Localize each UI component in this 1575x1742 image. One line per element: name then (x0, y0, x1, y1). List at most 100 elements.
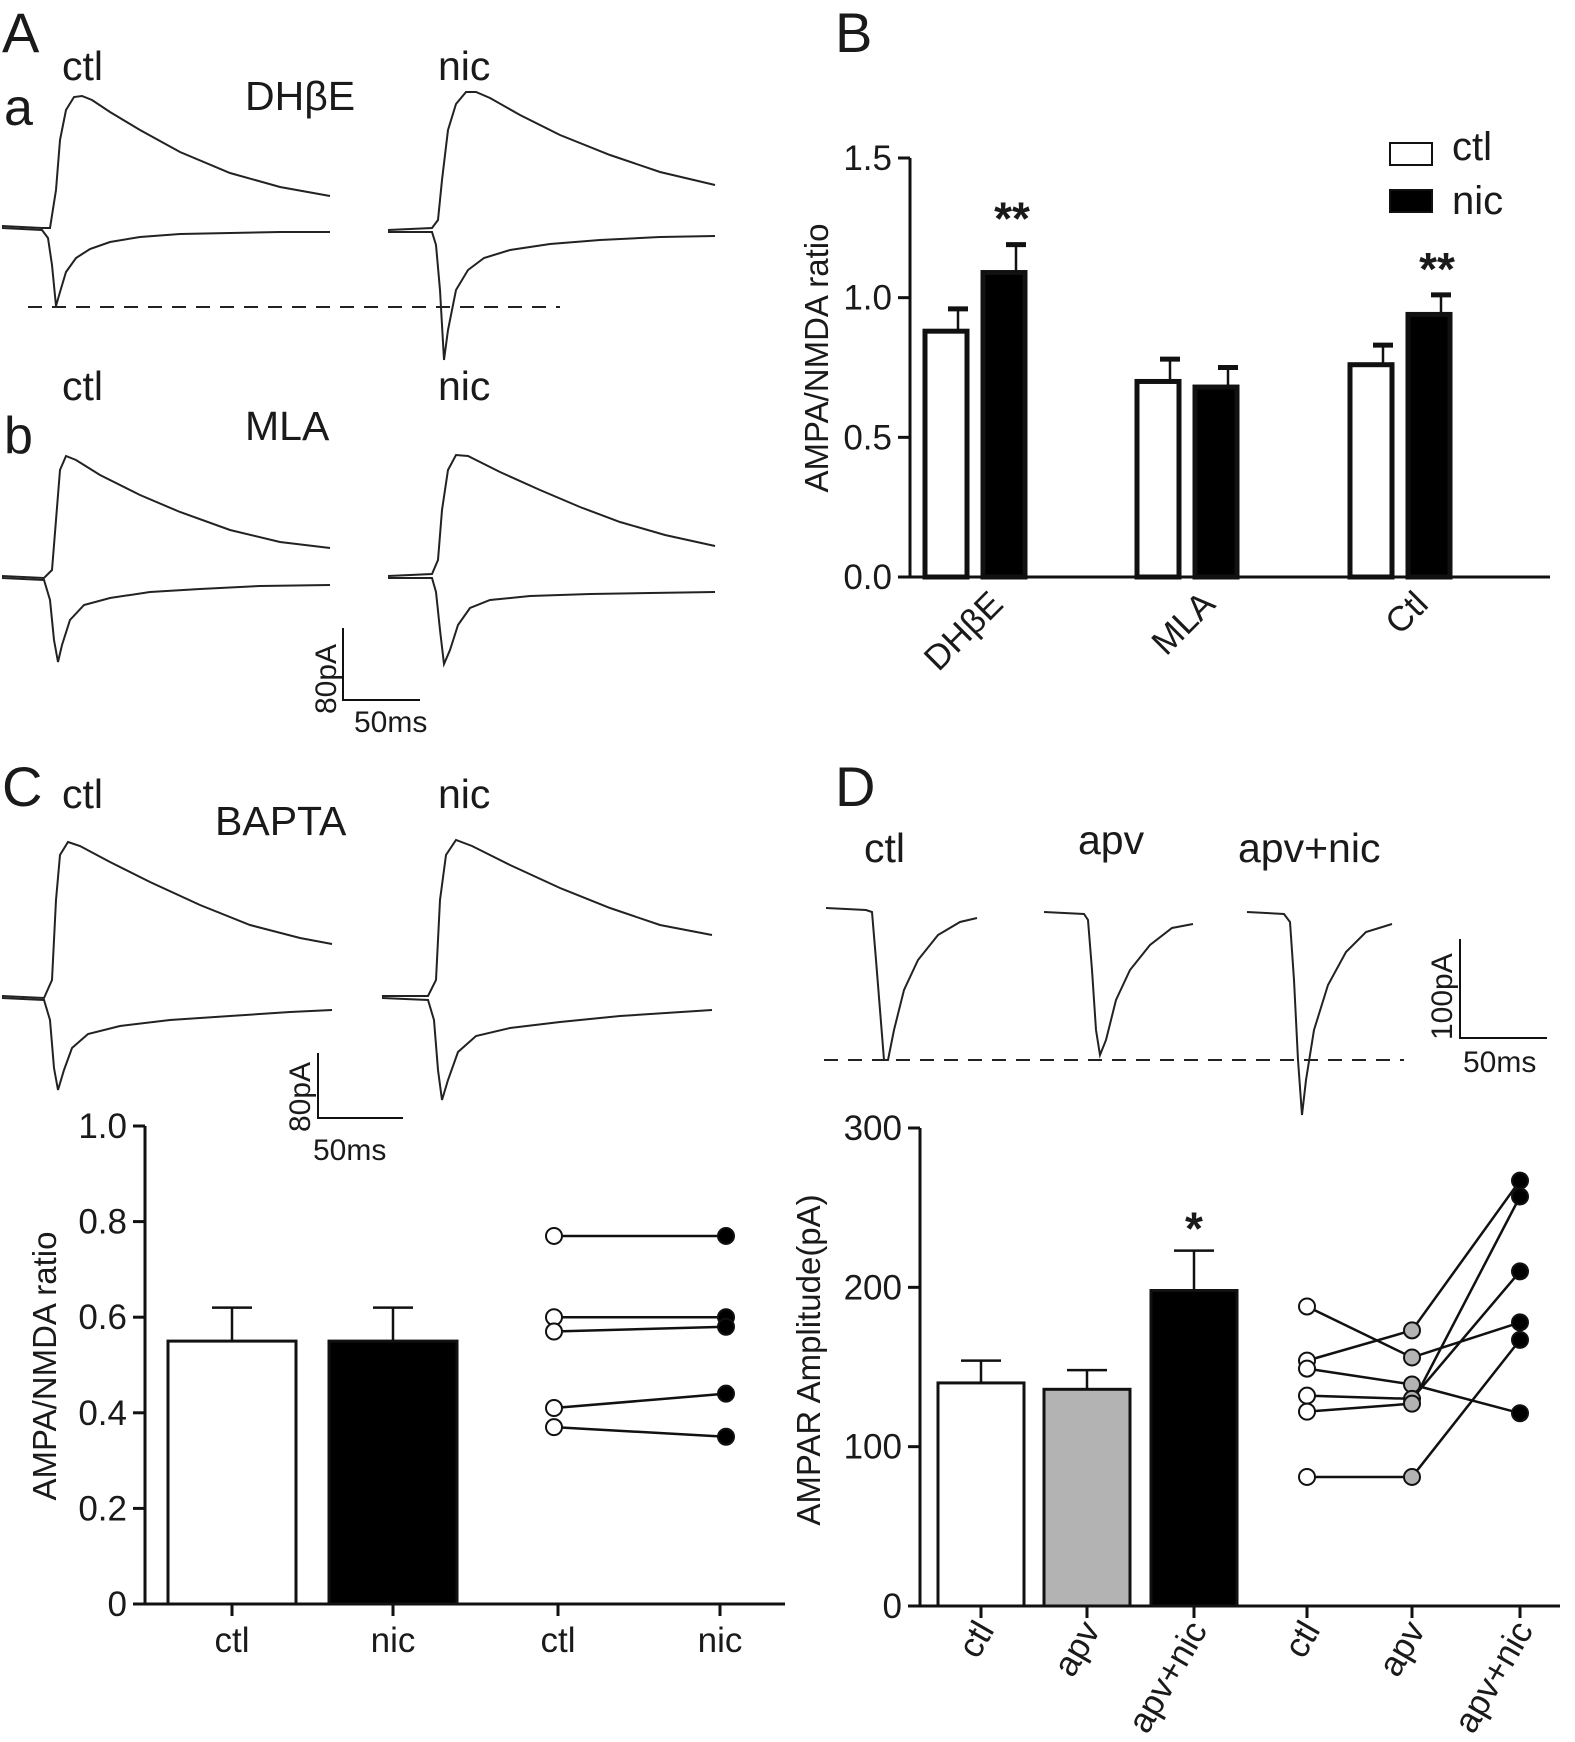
scale-bar-d-x-label: 50ms (1463, 1046, 1536, 1079)
d-paired-point-ctl (1298, 1297, 1316, 1316)
trace-label-b-ctl: ctl (62, 363, 103, 409)
d-y-ticks: 0 100 200 300 (844, 1109, 1560, 1626)
d-paired-point-apv (1403, 1467, 1421, 1486)
drug-label-mla: MLA (245, 403, 330, 449)
trace-c-ctl-ampa (1, 997, 333, 1091)
c-bar-ctl (166, 1339, 298, 1606)
trace-c-nic-nmda (382, 838, 713, 997)
c-x-tick-label: nic (698, 1621, 743, 1660)
trace-label-b-nic: nic (438, 363, 490, 409)
d-y-axis-title: AMPAR Amplitude(pA) (790, 1194, 827, 1525)
d-paired-point-apv-nic (1511, 1171, 1529, 1190)
d-paired-point-apv-nic (1511, 1330, 1529, 1349)
b-significance-marker: ** (1419, 243, 1455, 295)
drug-label-bapta: BAPTA (215, 798, 347, 844)
d-paired-point-apv-nic (1511, 1313, 1529, 1332)
d-y-tick-label: 0 (883, 1587, 902, 1626)
d-x-tick-label: apv+nic (1120, 1615, 1215, 1740)
d-x-tick-label: apv (1371, 1614, 1433, 1683)
d-paired-point-apv (1403, 1321, 1421, 1340)
trace-b-nic-ampa (388, 577, 716, 668)
d-paired-point-ctl (1298, 1386, 1316, 1405)
b-y-axis-title: AMPA/NMDA ratio (798, 224, 835, 493)
b-significance-marker: ** (994, 193, 1030, 245)
d-bar-ctl (936, 1381, 1026, 1608)
d-paired-point-apv-nic (1511, 1262, 1529, 1281)
trace-a-ctl-nmda (1, 94, 331, 229)
c-y-tick-label: 0.4 (78, 1394, 127, 1433)
b-x-tick-label: DHβE (917, 584, 1011, 678)
scale-bar-d: 100pA 50ms (1426, 939, 1547, 1079)
c-x-ticks: ctl nic ctl nic (215, 1604, 743, 1660)
c-paired-link (553, 1325, 727, 1333)
c-y-axis-title: AMPA/NMDA ratio (26, 1232, 63, 1501)
d-paired-point-apv-nic (1511, 1404, 1529, 1423)
drug-label-dhbe: DHβE (245, 73, 355, 119)
panel-b-chart: B AMPA/NMDA ratio 0.0 0.5 1.0 1.5 ** ** DHβE… (798, 1, 1550, 678)
trace-a-ctl-ampa (1, 227, 330, 307)
b-bar-nic (980, 270, 1028, 580)
b-bar-ctl (1347, 362, 1395, 580)
trace-label-c-ctl: ctl (62, 771, 103, 817)
panel-label-c: C (2, 755, 42, 818)
panel-label-a: A (2, 1, 40, 64)
trace-b-ctl-ampa (1, 577, 331, 663)
d-bar-apv+nic (1149, 1289, 1239, 1608)
c-paired-point-ctl (545, 1226, 563, 1245)
b-y-tick-label: 1.0 (843, 279, 892, 318)
b-bar-nic (1405, 311, 1453, 580)
trace-d-apv-nic (1246, 911, 1393, 1116)
c-x-tick-label: ctl (215, 1621, 250, 1660)
c-bars (166, 1306, 459, 1606)
b-x-tick-label: MLA (1144, 584, 1223, 663)
legend-label-nic: nic (1452, 179, 1503, 223)
scale-bar-a: 80pA 50ms (310, 628, 427, 739)
scale-bar-d-y-label: 100pA (1426, 953, 1459, 1040)
b-bar-nic (1192, 384, 1240, 580)
d-significance-marker: * (1185, 1203, 1203, 1255)
trace-c-nic-ampa (381, 997, 713, 1101)
c-paired-point-ctl (545, 1322, 563, 1341)
panel-c-traces: C ctl BAPTA nic 80pA 50ms (1, 755, 713, 1167)
trace-c-ctl-nmda (1, 840, 333, 1000)
d-paired-point-apv-nic (1511, 1187, 1529, 1206)
trace-label-c-nic: nic (438, 771, 490, 817)
d-paired-points (1298, 1171, 1529, 1486)
trace-label-a-nic: nic (438, 43, 490, 89)
trace-b-ctl-nmda (1, 454, 331, 580)
trace-a-nic-nmda (387, 91, 716, 231)
d-paired-point-apv (1403, 1348, 1421, 1367)
b-y-tick-label: 0.0 (843, 558, 892, 597)
d-y-tick-label: 300 (844, 1109, 902, 1148)
c-y-tick-label: 0.2 (78, 1489, 127, 1528)
c-paired-point-ctl (545, 1418, 563, 1437)
trace-b-nic-nmda (387, 453, 716, 577)
scale-bar-a-y-label: 80pA (310, 644, 343, 714)
legend-swatch-nic (1389, 189, 1433, 213)
panel-a: A a ctl DHβE nic b ctl MLA nic 80pA 50ms (1, 1, 716, 739)
scale-bar-c-x-label: 50ms (313, 1134, 386, 1167)
trace-d-apv (1043, 911, 1194, 1059)
panel-d-traces: D ctl apv apv+nic 100pA 50ms (824, 755, 1547, 1116)
subpanel-label-a: a (4, 79, 33, 137)
d-paired-point-ctl (1298, 1359, 1316, 1378)
trace-a-nic-ampa (388, 231, 716, 361)
subpanel-label-b: b (4, 407, 33, 465)
trace-label-d-apv: apv (1078, 817, 1145, 863)
b-bar-ctl (1134, 378, 1182, 580)
c-x-tick-label: ctl (541, 1621, 576, 1660)
scale-bar-c-y-label: 80pA (284, 1062, 317, 1132)
b-x-tick-label: Ctl (1378, 584, 1436, 642)
trace-label-a-ctl: ctl (62, 43, 103, 89)
trace-label-d-ctl: ctl (864, 825, 905, 871)
panel-label-d: D (835, 755, 875, 818)
d-bars: * (936, 1203, 1239, 1608)
b-bar-ctl (922, 328, 970, 580)
b-x-ticks: DHβE MLA Ctl (917, 584, 1436, 679)
d-x-ticks: ctl apv apv+nic ctl apv apv+nic (951, 1606, 1541, 1739)
b-legend: ctl nic (1389, 125, 1503, 223)
panel-c-chart: AMPA/NMDA ratio 00.20.40.60.81.0 ctl nic c… (26, 1107, 785, 1660)
panel-label-b: B (835, 1, 872, 64)
d-paired-point-ctl (1298, 1467, 1316, 1486)
legend-label-ctl: ctl (1452, 125, 1492, 169)
